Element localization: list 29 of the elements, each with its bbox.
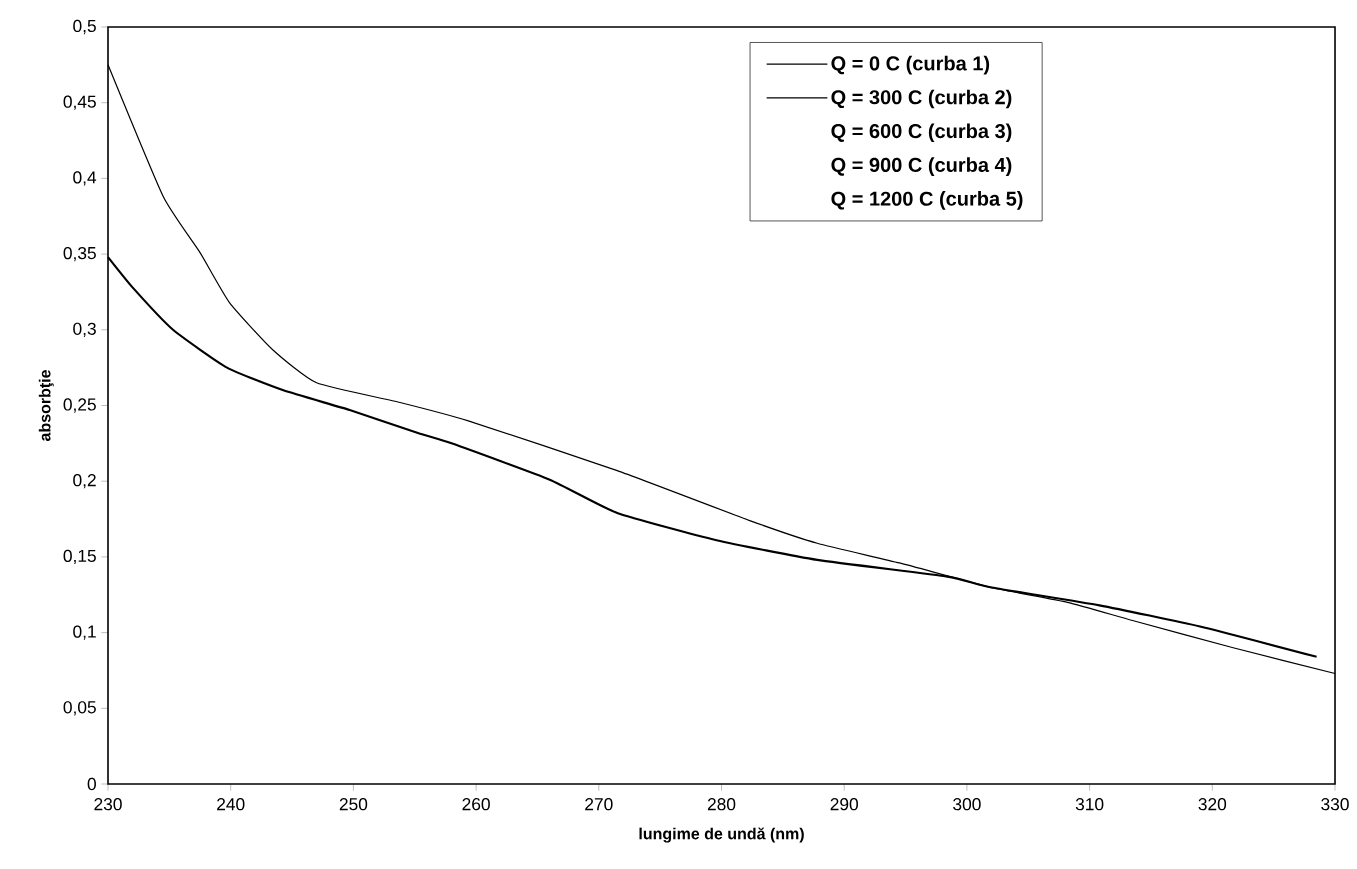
x-tick-label: 230: [94, 798, 122, 811]
x-tick-label: 320: [1198, 798, 1227, 811]
x-tick-label: 290: [830, 798, 858, 811]
x-axis-title: lungime de undă (nm): [639, 827, 804, 843]
x-tick-label: 270: [585, 798, 613, 811]
y-tick-label: 0,2: [73, 474, 96, 489]
text: Q = 600 C (curba 3): [831, 123, 1012, 143]
y-tick-label: 0,1: [73, 625, 96, 640]
legend-label: Q = 300 C (curba 2): [831, 89, 1012, 109]
y-tick-label: 0,25: [63, 398, 96, 413]
x-tick-label: 250: [339, 798, 368, 811]
text: Q = 900 C (curba 4): [831, 157, 1012, 176]
y-tick-label: 0,05: [63, 701, 96, 716]
x-tick-label: 260: [462, 798, 490, 811]
text: Q = 1200 C (curba 5): [831, 191, 1023, 210]
x-tick-label: 280: [707, 798, 736, 811]
x-tick-label: 310: [1075, 798, 1104, 811]
y-tick-label: 0,3: [73, 322, 96, 337]
x-tick-label: 240: [217, 798, 245, 811]
y-tick-label: 0,15: [63, 549, 96, 565]
y-tick-label: 0,35: [63, 246, 96, 262]
y-tick-label: 0: [87, 777, 96, 791]
x-tick-label: 330: [1321, 798, 1349, 811]
y-tick-label: 0,45: [63, 95, 96, 110]
y-tick-label: 0,4: [73, 171, 97, 186]
y-tick-label: 0,5: [73, 19, 96, 35]
legend-label: Q = 0 C (curba 1): [831, 55, 990, 75]
x-tick-label: 300: [953, 798, 981, 811]
y-axis-title: absorbţie: [38, 370, 54, 442]
